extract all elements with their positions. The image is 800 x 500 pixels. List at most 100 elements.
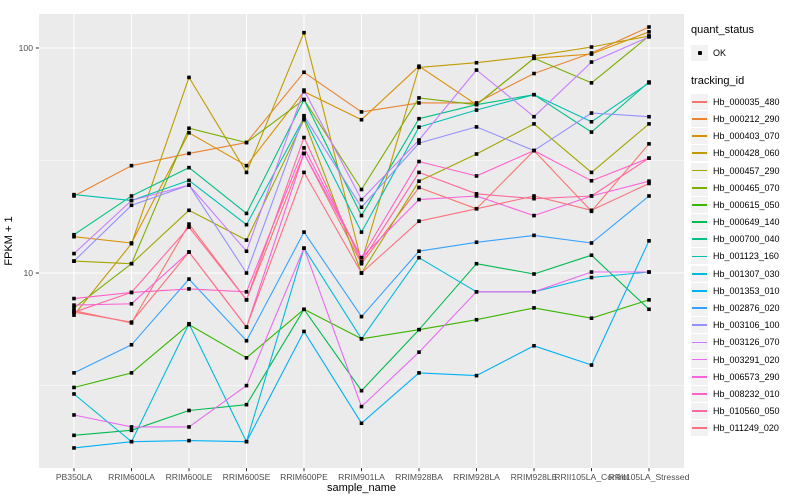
data-point-Hb_000428_060 [417,65,421,70]
line-swatch-icon [692,289,707,292]
data-point-Hb_000700_040 [72,232,76,237]
legend-label: Hb_002876_020 [713,303,780,314]
legend-item-Hb_008232_010: Hb_008232_010 [691,385,799,402]
x-axis-title: sample_name [327,482,396,494]
data-point-Hb_003106_100 [129,203,134,208]
x-tick-label: RRIM901LA [338,472,385,482]
data-point-Hb_006573_290 [647,179,651,183]
y-tick-label: 100 [19,43,34,53]
line-swatch-icon [692,393,707,395]
data-point-Hb_001353_010 [647,239,651,243]
legend-label: Hb_001353_010 [713,285,780,296]
legend-key-Hb_000035_480 [691,93,708,110]
x-tick-label: PB350LA [56,472,93,482]
data-point-Hb_000403_070 [647,30,651,34]
line-swatch-icon [692,307,707,309]
data-point-Hb_000649_140 [129,428,134,433]
data-point-Hb_003126_070 [72,251,76,256]
line-swatch-icon [692,324,707,327]
data-point-Hb_000465_070 [589,81,594,85]
data-point-Hb_011249_020 [647,181,651,186]
line-swatch-icon [692,204,707,206]
data-point-Hb_000649_140 [474,261,479,266]
legend-key-Hb_001123_160 [691,248,708,265]
line-swatch-icon [692,375,707,378]
legend-item-Hb_001123_160: Hb_001123_160 [691,248,799,265]
data-point-Hb_000035_480 [187,222,191,226]
data-point-Hb_000649_140 [359,388,364,393]
legend-label: Hb_000035_480 [713,96,780,107]
data-point-Hb_011249_020 [417,219,421,223]
data-point-Hb_001123_160 [187,178,191,183]
legend-label: Hb_003126_070 [713,337,780,348]
line-swatch-icon [692,341,707,344]
legend-item-Hb_010560_050: Hb_010560_050 [691,403,799,420]
data-point-Hb_002876_020 [647,194,651,198]
data-point-Hb_000403_070 [359,117,364,122]
data-point-Hb_003106_100 [589,111,594,115]
data-point-Hb_011249_020 [129,320,134,324]
data-point-Hb_001353_010 [589,363,594,367]
legend-label: Hb_001307_030 [713,268,780,279]
data-point-Hb_000649_140 [532,272,536,276]
data-point-Hb_003291_020 [72,413,76,417]
data-point-Hb_000457_290 [532,122,536,126]
data-point-Hb_010560_050 [474,191,479,196]
legend-label: Hb_006573_290 [713,371,780,382]
data-point-Hb_003291_020 [532,290,536,294]
legend-label: Hb_000428_060 [713,148,780,159]
data-point-Hb_011249_020 [72,310,76,314]
data-point-Hb_011249_020 [359,271,364,275]
data-point-Hb_001307_030 [359,337,364,341]
data-point-Hb_001123_160 [589,119,594,124]
legend-key-Hb_002876_020 [691,300,708,317]
legend-item-Hb_003126_070: Hb_003126_070 [691,334,799,351]
data-point-Hb_003291_020 [302,246,306,250]
line-swatch-icon [692,427,707,430]
data-point-Hb_000615_050 [129,371,134,375]
legend-item-Hb_001353_010: Hb_001353_010 [691,282,799,299]
data-point-Hb_003106_100 [647,114,651,119]
line-swatch-icon [692,272,707,275]
x-tick-label: RRIM600LE [166,472,213,482]
data-point-Hb_008232_010 [417,159,421,164]
line-swatch-icon [692,186,707,189]
data-point-Hb_010560_050 [647,156,651,160]
legend-item-Hb_003106_100: Hb_003106_100 [691,317,799,334]
legend-item-Hb_000457_290: Hb_000457_290 [691,162,799,179]
data-point-Hb_001353_010 [244,439,249,444]
data-point-Hb_011249_020 [244,325,249,329]
data-point-Hb_000615_050 [72,385,76,390]
data-point-Hb_000403_070 [72,234,76,239]
data-point-Hb_008232_010 [72,296,76,301]
data-point-Hb_003106_100 [417,141,421,145]
data-point-Hb_003126_070 [129,198,134,203]
data-point-Hb_002876_020 [474,240,479,245]
data-point-Hb_000428_060 [532,54,536,58]
data-point-Hb_011249_020 [302,170,306,175]
data-point-Hb_001123_160 [474,108,479,112]
data-point-Hb_001353_010 [417,371,421,375]
legend-item-Hb_000403_070: Hb_000403_070 [691,128,799,145]
data-point-Hb_000457_290 [302,117,306,122]
data-point-Hb_000457_290 [474,152,479,156]
data-point-Hb_000700_040 [589,130,594,134]
data-point-Hb_000465_070 [187,126,191,131]
data-point-Hb_003106_100 [359,205,364,210]
y-axis-title: FPKM + 1 [3,216,15,265]
data-point-Hb_000649_140 [244,402,249,407]
line-swatch-icon [692,410,707,413]
data-point-Hb_003291_020 [244,383,249,388]
legend-item-Hb_001307_030: Hb_001307_030 [691,265,799,282]
data-point-Hb_003291_020 [359,404,364,409]
data-point-Hb_000649_140 [72,433,76,438]
data-point-Hb_000403_070 [589,52,594,56]
legend-label: Hb_008232_010 [713,388,780,399]
data-point-Hb_010560_050 [359,260,364,264]
data-point-Hb_006573_290 [417,197,421,202]
line-swatch-icon [692,100,707,103]
data-point-Hb_000212_290 [129,163,134,168]
x-tick-label: RRII105LA_Stressed [609,472,690,482]
x-tick-label: RRIM600LA [108,472,155,482]
